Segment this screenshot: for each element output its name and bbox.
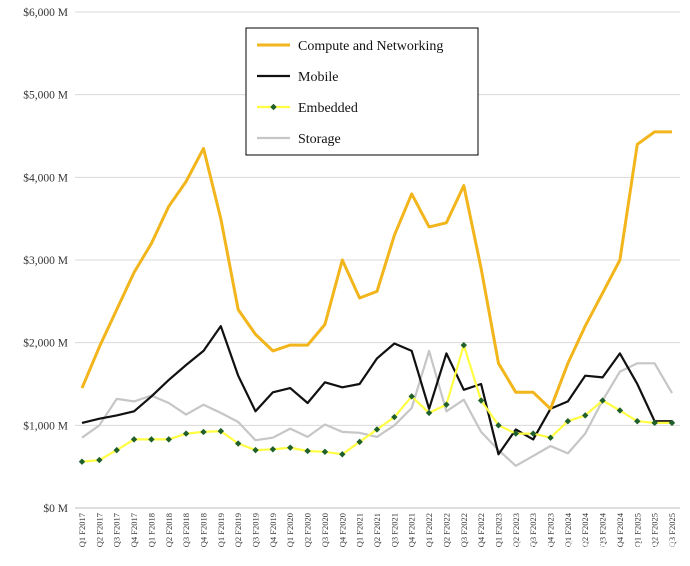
x-tick-label: Q3 F2018 [181,513,191,547]
x-tick-label: Q2 F2025 [650,513,660,547]
x-axis: Q1 F2017 Q2 F2017 Q3 F2017 Q4 F2017 Q1 F2018… [77,512,677,547]
x-tick-label: Q4 F2022 [476,513,486,547]
data-point-embedded [634,418,641,425]
data-point-embedded [96,456,103,464]
legend-box [245,27,479,156]
y-axis: $0 M $1,000 M $2,000 M $3,000 M $4,000 M $5,0… [23,6,68,515]
data-point-embedded [200,428,207,436]
x-tick-label: Q4 F2021 [407,513,417,547]
x-tick-label: Q2 F2023 [511,513,521,547]
data-point-embedded [339,451,346,458]
x-tick-label: Q4 F2019 [268,513,278,547]
x-tick-label: Q3 F2021 [389,513,399,547]
x-tick-label: Q3 F2020 [320,513,330,547]
legend-label: Embedded [298,101,358,116]
y-tick-label: $5,000 M [23,89,68,102]
x-tick-label: Q2 F2024 [580,512,590,547]
data-point-embedded [668,419,676,427]
data-point-embedded [408,393,415,400]
y-tick-label: $0 M [43,502,68,515]
data-point-embedded [78,458,86,465]
data-point-embedded [321,448,329,455]
data-point-embedded [599,397,606,404]
data-point-embedded [547,434,554,441]
data-point-embedded [443,401,450,408]
data-point-embedded [165,436,172,443]
data-point-embedded [373,426,381,433]
y-tick-label: $4,000 M [23,171,68,184]
x-tick-label: Q2 F2022 [441,513,451,547]
x-tick-label: Q1 F2025 [632,513,642,547]
x-tick-label: Q2 F2021 [372,513,382,547]
data-point-embedded [529,430,537,437]
data-point-embedded [425,409,433,417]
y-tick-label: $2,000 M [23,337,68,350]
x-tick-label: Q2 F2017 [94,513,104,547]
data-point-embedded [512,430,520,437]
x-tick-label: Q4 F2023 [546,513,556,547]
x-tick-label: Q1 F2017 [77,513,87,547]
legend-label: Compute and Networking [298,39,443,54]
x-tick-label: Q3 F2022 [459,513,469,547]
x-tick-label: Q3 F2023 [528,513,538,547]
x-tick-label: Q2 F2018 [164,513,174,547]
data-point-embedded [182,430,190,437]
y-tick-label: $6,000 M [23,6,68,19]
x-tick-label: Q4 F2020 [337,513,347,547]
legend-label: Storage [298,132,341,147]
series-line-storage [81,349,673,467]
x-tick-label: Q1 F2021 [355,513,365,547]
data-point-embedded [217,427,225,435]
x-tick-label: Q1 F2019 [216,513,226,547]
legend: Compute and Networking Mobile Embedded Stor… [245,27,479,156]
y-tick-label: $1,000 M [23,419,68,432]
y-tick-label: $3,000 M [23,254,68,267]
data-point-embedded [287,444,294,451]
data-point-embedded [564,418,572,425]
data-point-embedded [460,341,467,349]
series-line-compute-and-networking [80,130,672,411]
series-line-mobile [81,325,672,456]
watermark: 公众号：@半导体产业纵横 [509,540,677,556]
data-point-embedded [269,446,277,453]
x-tick-label: Q4 F2024 [615,512,625,547]
data-point-embedded [252,446,259,454]
data-point-embedded [356,438,363,446]
data-point-embedded [113,446,120,454]
x-tick-label: Q1 F2022 [424,513,434,547]
x-tick-label: Q2 F2020 [303,513,313,547]
data-point-embedded [651,419,658,427]
x-tick-label: Q1 F2018 [146,513,156,547]
x-tick-label: Q1 F2024 [563,512,573,547]
legend-marker [270,103,277,111]
series-lines [78,130,676,467]
x-tick-label: Q1 F2023 [493,513,503,547]
x-tick-label: Q3 F2019 [251,513,261,547]
data-point-embedded [582,412,589,419]
data-point-embedded [616,407,624,414]
x-tick-label: Q4 F2018 [198,513,208,547]
data-point-embedded [130,436,138,443]
x-tick-label: Q3 F2025 [667,513,677,547]
data-point-embedded [391,413,398,421]
data-point-embedded [234,440,242,447]
data-point-embedded [148,436,155,443]
x-tick-label: Q4 F2017 [129,513,139,547]
legend-label: Mobile [298,70,338,85]
x-tick-label: Q1 F2020 [285,513,295,547]
data-point-embedded [477,397,485,404]
x-tick-label: Q3 F2017 [112,513,122,547]
x-tick-label: Q3 F2024 [598,512,608,547]
data-point-embedded [495,422,502,429]
x-tick-label: Q2 F2019 [233,513,243,547]
data-point-embedded [304,447,311,455]
